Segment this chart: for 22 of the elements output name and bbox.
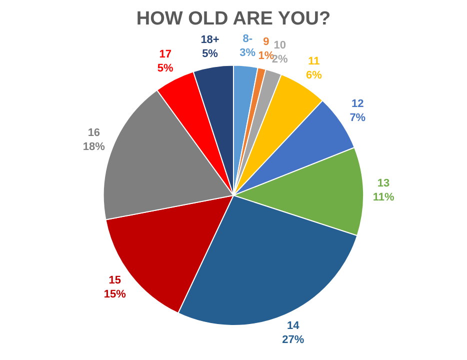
data-label: 18% — [82, 141, 106, 154]
data-label: 3% — [240, 46, 256, 59]
data-label: 7% — [350, 112, 366, 124]
slice-label: 9 — [263, 36, 270, 48]
data-label: 5% — [157, 62, 174, 75]
data-label: 6% — [306, 70, 322, 82]
data-label: 5% — [202, 48, 218, 60]
data-label: 15% — [104, 288, 126, 300]
chart-title: HOW OLD ARE YOU? — [136, 8, 331, 30]
slice-label: 17 — [159, 48, 172, 61]
slice-label: 8- — [242, 32, 253, 45]
slice-label: 12 — [352, 98, 364, 110]
slice-label: 16 — [88, 127, 100, 140]
data-label: 11% — [372, 192, 394, 204]
slice-label: 11 — [308, 56, 320, 68]
slice-label: 13 — [377, 178, 390, 190]
slice-label: 18+ — [200, 34, 220, 46]
data-label: 27% — [282, 334, 304, 346]
slice-label: 10 — [274, 40, 286, 52]
slice-label: 14 — [286, 320, 300, 332]
slice-label: 15 — [108, 274, 122, 286]
data-label: 2% — [272, 54, 288, 66]
